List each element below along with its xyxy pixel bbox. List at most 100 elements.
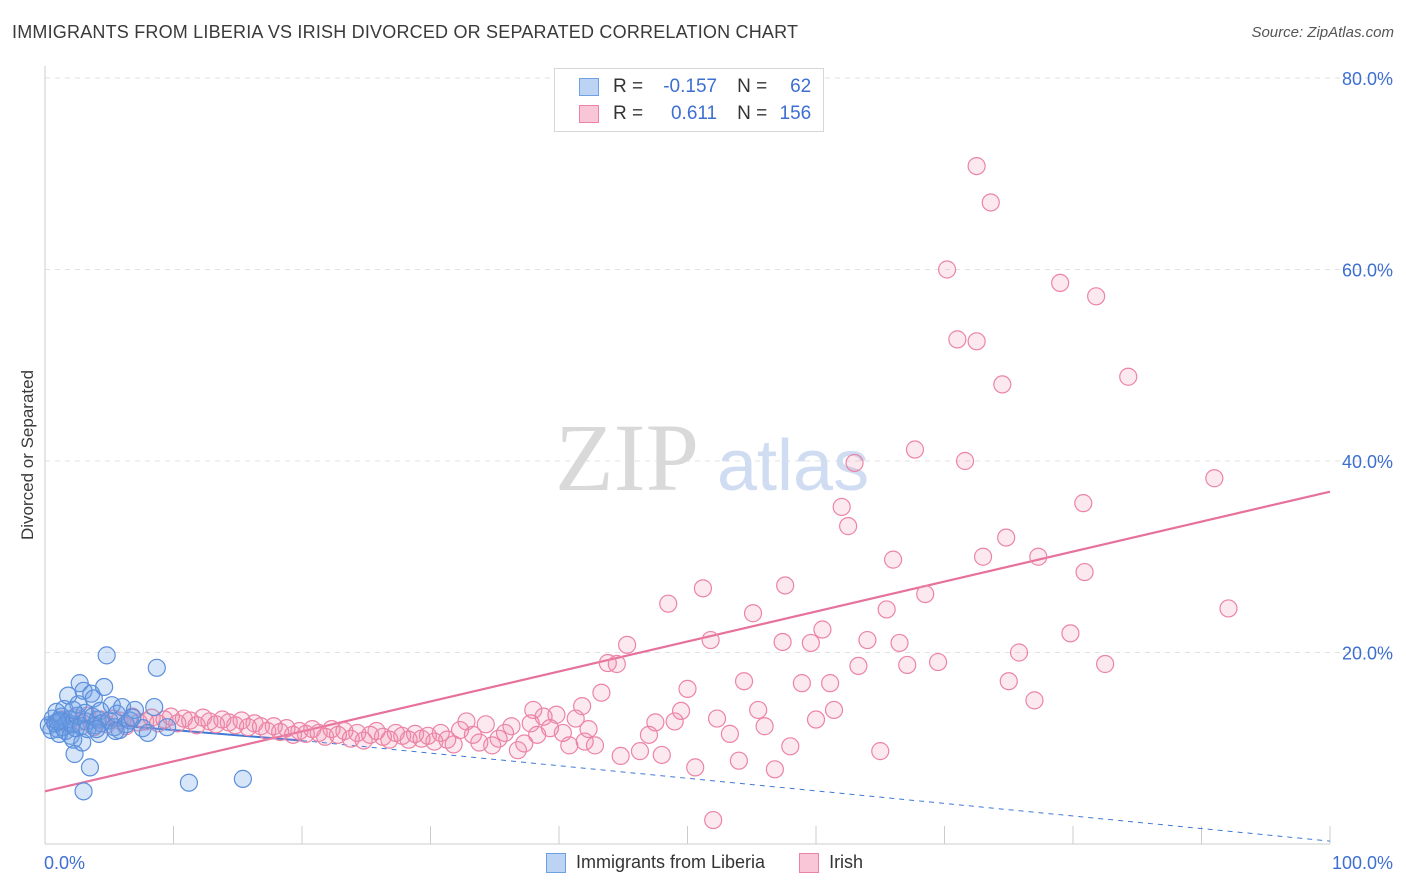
watermark-zip: ZIP: [555, 404, 699, 511]
data-point: [999, 672, 1018, 691]
data-point: [560, 736, 579, 755]
data-point: [755, 717, 774, 736]
legend-swatch-liberia: [579, 78, 599, 96]
data-point: [824, 700, 844, 720]
data-point: [686, 758, 705, 777]
data-point: [123, 708, 142, 727]
data-point: [707, 709, 727, 728]
trend-line-liberia-extension: [301, 740, 1331, 842]
data-point: [973, 547, 993, 566]
data-point: [1061, 624, 1080, 643]
legend-row-liberia: R = -0.157 N = 62: [579, 75, 811, 99]
data-point: [630, 742, 650, 761]
legend-r-value: -0.157: [663, 76, 718, 97]
data-point: [729, 751, 749, 770]
y-tick-label: 20.0%: [1342, 644, 1393, 664]
data-point: [652, 745, 671, 765]
data-point: [138, 723, 157, 743]
data-point: [905, 440, 925, 459]
data-point: [1087, 287, 1106, 306]
data-point: [720, 724, 740, 743]
data-point: [1119, 367, 1138, 386]
y-tick-label: 80.0%: [1342, 69, 1393, 89]
legend-n-label: N =: [737, 76, 768, 97]
data-point: [743, 604, 763, 623]
data-point: [937, 260, 957, 279]
data-point: [592, 683, 611, 702]
data-point: [1074, 494, 1093, 513]
legend-r-value: 0.611: [670, 103, 718, 124]
data-point: [1205, 469, 1224, 488]
data-point: [671, 701, 691, 721]
data-point: [157, 718, 177, 737]
trend-line-irish: [44, 490, 1331, 793]
legend-n-value: 62: [790, 76, 812, 97]
data-point: [495, 723, 515, 743]
data-point: [967, 332, 986, 351]
data-point: [476, 715, 495, 734]
data-point: [97, 646, 116, 665]
data-point: [734, 672, 754, 691]
legend-item-liberia[interactable]: Immigrants from Liberia: [546, 852, 765, 873]
legend-n-value: 156: [779, 103, 812, 124]
data-point: [1096, 654, 1115, 674]
data-point: [877, 600, 896, 619]
data-point: [233, 769, 252, 788]
trend-lines: [44, 490, 1331, 842]
data-point: [1029, 547, 1048, 566]
legend-label-irish: Irish: [829, 852, 864, 872]
data-point: [1025, 691, 1044, 710]
legend-swatch-liberia: [546, 852, 566, 873]
data-point: [80, 758, 100, 777]
series-irish-points: [46, 156, 1238, 830]
legend-swatch-irish: [579, 105, 599, 123]
data-point: [765, 760, 784, 779]
source-credit: Source: ZipAtlas.com: [1251, 24, 1394, 41]
y-tick-label: 40.0%: [1342, 452, 1393, 472]
data-point: [776, 576, 795, 595]
legend-item-irish[interactable]: Irish: [799, 852, 863, 873]
data-point: [48, 712, 67, 731]
data-point: [883, 550, 903, 569]
data-point: [659, 594, 678, 613]
y-tick-label: 60.0%: [1342, 261, 1393, 281]
data-point: [585, 736, 605, 755]
legend-row-irish: R = 0.611 N = 156: [579, 102, 811, 126]
data-point: [832, 497, 851, 517]
data-point: [64, 700, 83, 720]
data-point: [1051, 273, 1070, 293]
chart-title: IMMIGRANTS FROM LIBERIA VS IRISH DIVORCE…: [12, 22, 799, 42]
correlation-legend: R = -0.157 N = 62 R = 0.611 N = 156: [554, 68, 824, 132]
legend-n-label: N =: [737, 103, 768, 124]
watermark: ZIP atlas: [555, 404, 869, 511]
data-point: [646, 713, 665, 732]
data-point: [845, 453, 864, 473]
data-point: [839, 517, 858, 536]
data-point: [1009, 643, 1029, 662]
series-legend: Immigrants from Liberia Irish: [546, 852, 897, 873]
legend-label-liberia: Immigrants from Liberia: [576, 852, 766, 872]
data-point: [813, 620, 832, 639]
data-point: [701, 630, 720, 650]
data-point: [147, 658, 166, 677]
data-point: [821, 674, 840, 693]
data-point: [665, 712, 684, 731]
data-point: [87, 719, 106, 739]
data-point: [73, 733, 92, 752]
data-point: [95, 677, 114, 697]
data-point: [781, 737, 800, 756]
data-point: [573, 697, 592, 716]
data-point: [806, 710, 826, 729]
x-tick-label: 100.0%: [1332, 853, 1393, 873]
legend-r-label: R =: [613, 103, 644, 124]
data-point: [916, 584, 935, 604]
data-point: [1219, 599, 1238, 618]
data-point: [575, 732, 594, 751]
legend-r-label: R =: [613, 76, 644, 97]
grid-lines: [45, 77, 1394, 653]
data-point: [704, 810, 723, 830]
legend-swatch-irish: [799, 852, 820, 873]
data-point: [955, 451, 975, 471]
data-point: [502, 717, 521, 736]
